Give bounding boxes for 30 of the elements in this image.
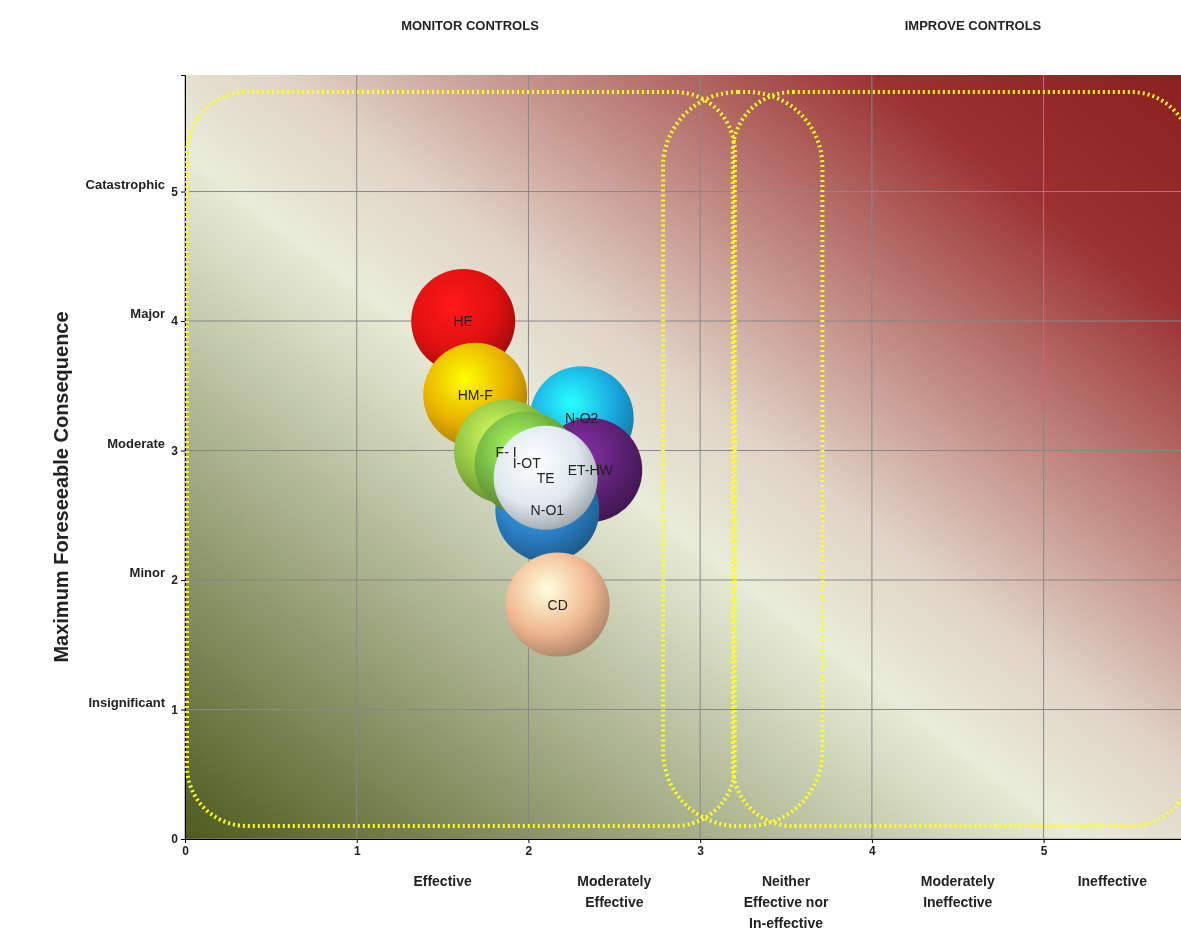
text: MONITOR CONTROLS: [401, 18, 540, 33]
text: Moderate: [107, 435, 165, 451]
text: Effective: [413, 873, 472, 889]
text: Minor: [129, 565, 165, 581]
y-tick-label: 1: [171, 702, 179, 717]
x-tick-label: 0: [182, 843, 190, 858]
series-label: CD: [547, 596, 568, 613]
text: Insignificant: [88, 694, 166, 710]
x-tick-label: 1: [353, 843, 361, 858]
x-tick-label: 2: [525, 843, 533, 858]
y-tick-label: 5: [171, 184, 179, 199]
series-label: TE: [536, 469, 555, 486]
x-tick-label: 5: [1040, 843, 1048, 858]
y-tick-label: 3: [171, 443, 179, 458]
x-tick-label: 3: [697, 843, 705, 858]
series-label: HE: [453, 313, 473, 330]
y-tick-label: 4: [171, 314, 179, 329]
x-tick-label: 4: [869, 843, 877, 858]
y-tick-label: 0: [171, 832, 179, 847]
y-tick-label: 2: [171, 573, 179, 588]
text: IMPROVE CONTROLS: [904, 18, 1042, 33]
text: Major: [130, 306, 165, 322]
series-label: N-O1: [530, 502, 565, 519]
text: Moderately Effective: [577, 873, 652, 910]
text: Ineffective: [1077, 873, 1148, 889]
series-label: HM-F: [457, 386, 493, 403]
text: Moderately Ineffective: [920, 873, 995, 910]
y-axis-title: Maximum Foreseeable Consequence: [50, 311, 72, 663]
text: Neither Effective nor In-effective: [743, 873, 829, 931]
text: Catastrophic: [85, 176, 165, 192]
